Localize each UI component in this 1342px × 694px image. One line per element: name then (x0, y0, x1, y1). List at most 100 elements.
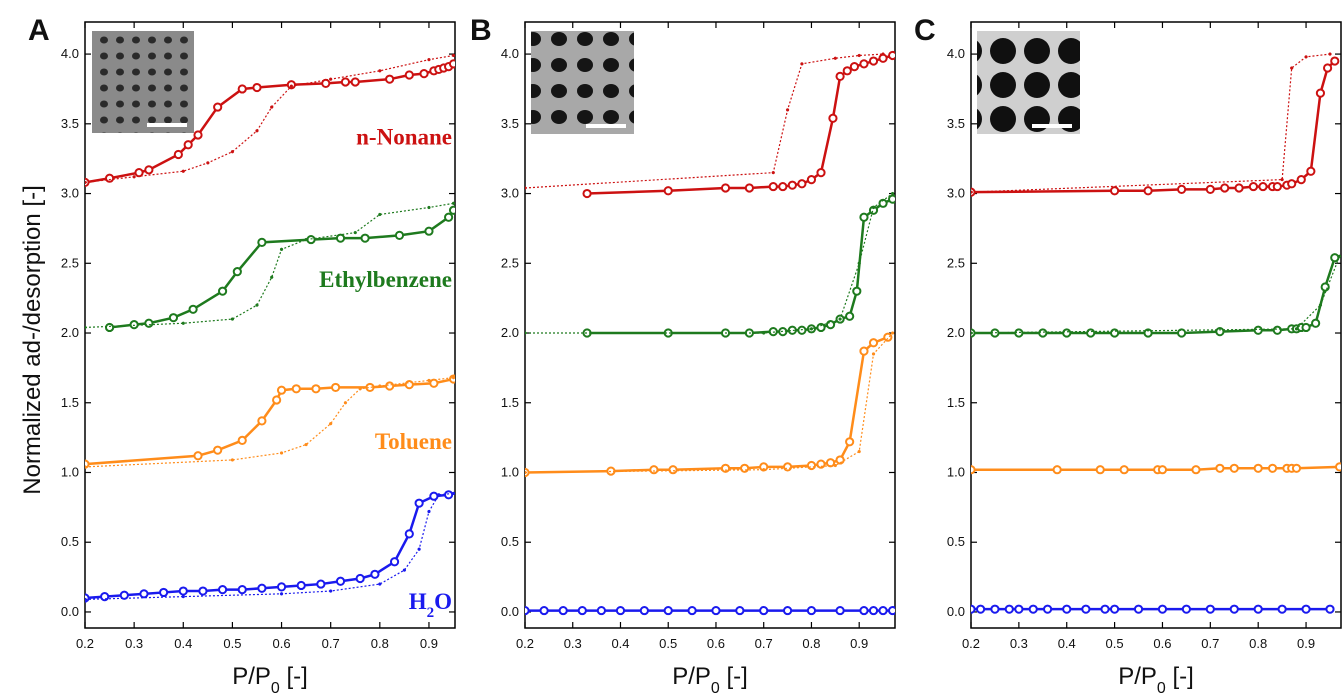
data-dot (525, 186, 527, 190)
data-point (424, 226, 434, 236)
data-dot (181, 169, 185, 173)
data-dot (800, 62, 804, 66)
data-dot (289, 84, 294, 88)
y-tick-label: 1.0 (501, 464, 519, 479)
data-point (888, 50, 895, 61)
data-point (188, 304, 198, 314)
data-point (735, 605, 745, 616)
inset-image (977, 31, 1080, 134)
data-dot (417, 547, 421, 551)
data-point (859, 346, 869, 356)
data-point (1325, 604, 1335, 614)
y-tick-label: 1.5 (947, 395, 965, 410)
x-tick-label: 0.9 (1297, 636, 1315, 651)
data-point (1109, 604, 1120, 614)
x-tick-label: 0.6 (1153, 636, 1171, 651)
data-point (1095, 465, 1105, 475)
data-point (1258, 181, 1268, 192)
data-point (835, 605, 845, 616)
data-point (782, 462, 793, 472)
data-point (173, 149, 183, 160)
data-dot (871, 352, 876, 356)
data-point (1081, 604, 1091, 614)
data-point (217, 286, 228, 296)
data-dot (427, 378, 431, 383)
plot-frame (970, 21, 1342, 629)
data-dot (427, 205, 431, 210)
y-tick-label: 2.0 (501, 325, 519, 340)
data-point (582, 188, 592, 199)
data-point (835, 71, 845, 81)
y-tick-label: 1.0 (947, 464, 965, 479)
data-point (740, 463, 750, 473)
data-dot (1280, 177, 1284, 182)
data-point (237, 585, 247, 595)
x-tick-label: 0.9 (420, 636, 438, 651)
data-point (825, 320, 836, 330)
adsorption-line (525, 336, 889, 474)
data-point (806, 605, 817, 616)
data-point (1004, 604, 1014, 614)
y-tick-label: 3.5 (501, 116, 519, 131)
panel-letter: A (28, 14, 50, 47)
x-tick-label: 0.8 (802, 636, 820, 651)
data-point (311, 384, 321, 394)
y-tick-label: 2.5 (947, 255, 965, 270)
data-point (276, 385, 287, 395)
data-point (1322, 63, 1333, 73)
data-point (1277, 604, 1287, 614)
x-tick-label: 0.3 (125, 636, 143, 651)
desorption-line (85, 202, 454, 329)
x-tick-label: 0.7 (322, 636, 340, 651)
data-point (990, 604, 1000, 614)
data-point (1229, 604, 1239, 614)
data-dot (762, 331, 766, 335)
x-tick-label: 0.3 (564, 636, 582, 651)
x-axis-label-part: 0 (1157, 680, 1166, 694)
y-tick-label: 3.5 (947, 116, 965, 131)
data-point (1157, 604, 1168, 614)
x-tick-label: 0.7 (1201, 636, 1219, 651)
x-tick-label: 0.2 (76, 636, 94, 651)
data-dot (857, 53, 861, 58)
x-tick-label: 0.4 (174, 636, 192, 651)
desorption-line (85, 377, 454, 468)
y-tick-label: 0.5 (61, 534, 79, 549)
x-tick-label: 0.8 (371, 636, 389, 651)
data-dot (857, 261, 861, 265)
y-tick-label: 4.0 (501, 46, 519, 61)
data-dot (358, 387, 362, 391)
panel: 0.0 0.5 1.0 1.5 2.0 2.5 3.0 3.5 4.0 0.2 0.3 0.4 0.5 0… (61, 21, 456, 694)
x-tick-label: 0.4 (611, 636, 629, 651)
data-point (828, 113, 838, 123)
data-point (868, 338, 879, 348)
data-point (232, 267, 242, 277)
data-dot (1328, 52, 1332, 56)
data-point (1267, 463, 1278, 473)
data-dot (525, 331, 527, 335)
data-point (1272, 325, 1282, 335)
data-point (768, 181, 778, 192)
data-dot (525, 470, 527, 475)
y-tick-label: 4.0 (947, 46, 965, 61)
data-dot (255, 129, 259, 133)
y-tick-label: 1.5 (61, 395, 79, 410)
data-point (859, 59, 869, 69)
data-dot (451, 376, 455, 380)
x-tick-label: 0.5 (659, 636, 677, 651)
data-dot (838, 317, 842, 321)
x-tick-label: 0.4 (1058, 636, 1076, 651)
annotation-part: n-Nonane (356, 125, 452, 150)
data-dot (1304, 55, 1308, 59)
data-point (711, 605, 721, 616)
desorption-line (525, 332, 894, 474)
data-point (385, 381, 395, 391)
data-point (193, 451, 203, 461)
data-dot (230, 458, 235, 462)
data-point (1253, 604, 1263, 614)
data-point (198, 586, 208, 596)
data-point (217, 585, 228, 595)
data-dot (378, 69, 382, 73)
data-dot (378, 212, 382, 217)
data-point (335, 576, 346, 586)
